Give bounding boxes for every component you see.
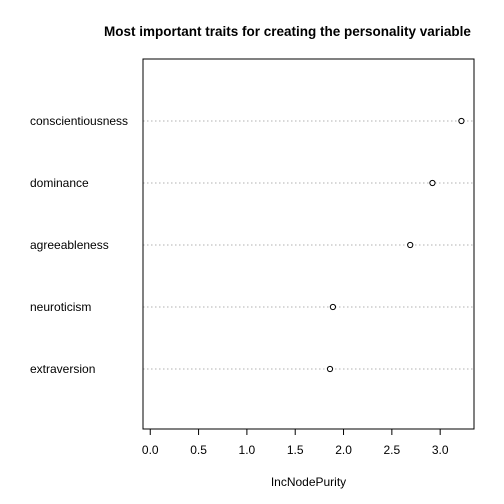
data-point	[329, 303, 337, 311]
grid-lines	[143, 120, 474, 370]
data-points	[326, 117, 465, 373]
x-tick-label: 0.5	[190, 443, 207, 457]
chart-title: Most important traits for creating the p…	[104, 24, 471, 39]
data-point	[458, 117, 465, 125]
category-label: agreeableness	[30, 238, 109, 252]
x-tick-label: 2.0	[335, 443, 352, 457]
x-axis-label: IncNodePurity	[271, 475, 346, 489]
x-axis: 0.0 0.5 1.0 1.5 2.0 2.5 3.0	[142, 428, 449, 457]
category-label: conscientiousness	[30, 114, 128, 128]
x-tick-label: 1.0	[239, 443, 256, 457]
category-label: dominance	[30, 176, 89, 190]
data-point	[429, 179, 436, 187]
x-tick-label: 3.0	[432, 443, 449, 457]
category-label: extraversion	[30, 362, 95, 376]
data-point	[326, 365, 334, 373]
plot-frame	[142, 58, 475, 430]
x-tick-label: 1.5	[287, 443, 304, 457]
category-label: neuroticism	[30, 300, 91, 314]
x-tick-label: 2.5	[384, 443, 401, 457]
category-labels: conscientiousness dominance agreeableness n…	[30, 114, 128, 376]
x-tick-label: 0.0	[142, 443, 159, 457]
data-point	[407, 241, 414, 249]
